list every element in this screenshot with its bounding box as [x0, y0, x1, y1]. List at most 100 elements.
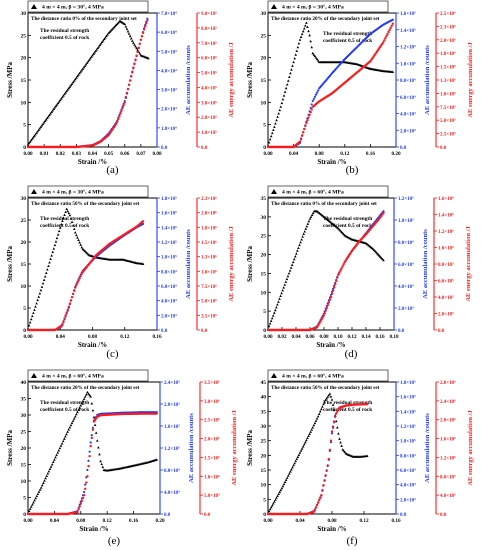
ae-energy-point [329, 295, 333, 299]
y3-tick-label: 2.0×10⁶ [201, 211, 217, 217]
chart-panel-e: 0.00 0.04 0.08 0.12 0.16 0.20 0 5 10 15 20 25 30 35 40… [6, 369, 238, 547]
ae-count-point [313, 95, 317, 98]
stress-point [306, 222, 310, 225]
stress-point [374, 250, 378, 254]
y-tick-label: 30 [261, 11, 267, 17]
stress-point [294, 459, 298, 463]
ae-energy-point [61, 322, 64, 326]
stress-point [62, 216, 65, 219]
stress-point [40, 285, 44, 288]
ae-energy-point [82, 493, 86, 497]
ae-energy-point [142, 28, 146, 31]
y2-tick-label: 1.6×10⁵ [400, 395, 416, 401]
stress-point [52, 460, 55, 464]
stress-point [78, 71, 81, 75]
y3-tick-label: 2.8×10⁶ [440, 380, 456, 386]
y3-axis-title: AE energy accumulation /J [465, 226, 472, 302]
y-tick-label: 35 [261, 409, 267, 415]
stress-point [98, 43, 102, 47]
stress-point [307, 434, 310, 438]
stress-point [270, 316, 274, 320]
y3-tick-label: 1.8×10⁶ [440, 51, 456, 57]
x-tick-label: 0.16 [375, 334, 384, 340]
y-tick-label: 20 [21, 446, 27, 452]
stress-point [316, 414, 320, 418]
stress-point [55, 236, 59, 240]
ae-energy-point [329, 439, 333, 442]
y3-tick-label: 1.5×10⁶ [440, 65, 456, 71]
ae-energy-point [306, 119, 309, 122]
stress-point [295, 457, 299, 461]
stress-point [35, 494, 39, 498]
ae-energy-point [382, 41, 385, 44]
stress-point [329, 395, 333, 398]
y3-tick-label: 2.0×10⁵ [438, 312, 454, 318]
stress-point [92, 52, 95, 55]
y-tick-label: 10 [21, 479, 27, 485]
stress-point [54, 240, 58, 243]
panel-label: (c) [106, 348, 119, 360]
y3-tick-label: 1.0×10⁶ [438, 246, 454, 252]
ae-count-point [86, 468, 89, 472]
ae-energy-point [310, 108, 313, 111]
ae-energy-point [327, 301, 331, 304]
ae-energy-point [71, 292, 75, 296]
stress-point [75, 412, 78, 416]
stress-point [56, 233, 60, 236]
panel-label: (e) [108, 535, 121, 547]
ae-energy-point [318, 321, 321, 325]
ae-energy-point [87, 465, 90, 468]
stress-point [313, 54, 317, 58]
stress-point [371, 247, 375, 250]
stress-point [61, 219, 64, 222]
y3-tick-label: 9.0×10⁵ [201, 11, 217, 17]
stress-point [64, 210, 67, 213]
stress-point [308, 217, 312, 220]
subtitle: The distance ratio 50% of the secondary … [271, 385, 380, 391]
y2-tick-label: 4.0×10⁴ [161, 68, 177, 74]
stress-point [46, 472, 50, 475]
legend-triangle-marker [31, 373, 37, 378]
x-tick-label: 0.06 [305, 334, 314, 340]
stress-point [80, 68, 84, 72]
ae-energy-point [78, 505, 81, 508]
ae-energy-point [146, 19, 149, 22]
stress-point [75, 233, 78, 237]
y2-tick-label: 1.2×10⁵ [164, 446, 180, 452]
stress-point [41, 282, 45, 285]
stress-point [36, 298, 39, 302]
ae-energy-point [89, 444, 92, 448]
ae-energy-point [138, 42, 141, 45]
stress-point [279, 105, 283, 108]
stress-point [337, 432, 340, 435]
ae-energy-point [136, 50, 139, 53]
stress-point [86, 59, 90, 63]
stress-point [71, 80, 75, 84]
x-tick-label: 0.08 [315, 151, 324, 157]
stress-point [40, 124, 44, 127]
x-tick-label: 0.05 [104, 151, 113, 157]
stress-point [281, 289, 284, 292]
y3-axis-title: AE energy accumulation /J [228, 42, 235, 118]
y-tick-label: 0 [263, 512, 266, 518]
y-tick-label: 0 [23, 145, 26, 151]
y3-tick-label: 0.0 [440, 146, 447, 151]
stress-point [289, 266, 293, 269]
stress-point [284, 86, 288, 90]
y-axis-title: Stress /MPa [246, 62, 254, 98]
y2-tick-label: 1.0×10⁵ [400, 61, 416, 67]
x-tick-label: 0.00 [23, 151, 32, 157]
y3-tick-label: 8.0×10⁵ [201, 26, 217, 32]
stress-point [311, 426, 315, 429]
ae-energy-point [70, 295, 74, 299]
stress-point [126, 29, 130, 33]
x-axis-title: Strain /% [317, 158, 346, 166]
y2-tick-label: 3.0×10⁴ [161, 88, 177, 94]
stress-point [77, 238, 80, 242]
y3-tick-label: 2.5×10⁶ [440, 11, 456, 17]
x-tick-label: 0.00 [263, 334, 272, 340]
ae-energy-point [80, 499, 84, 502]
stress-point [85, 251, 89, 255]
stress-point [33, 498, 36, 502]
y-tick-label: 5 [23, 496, 26, 502]
